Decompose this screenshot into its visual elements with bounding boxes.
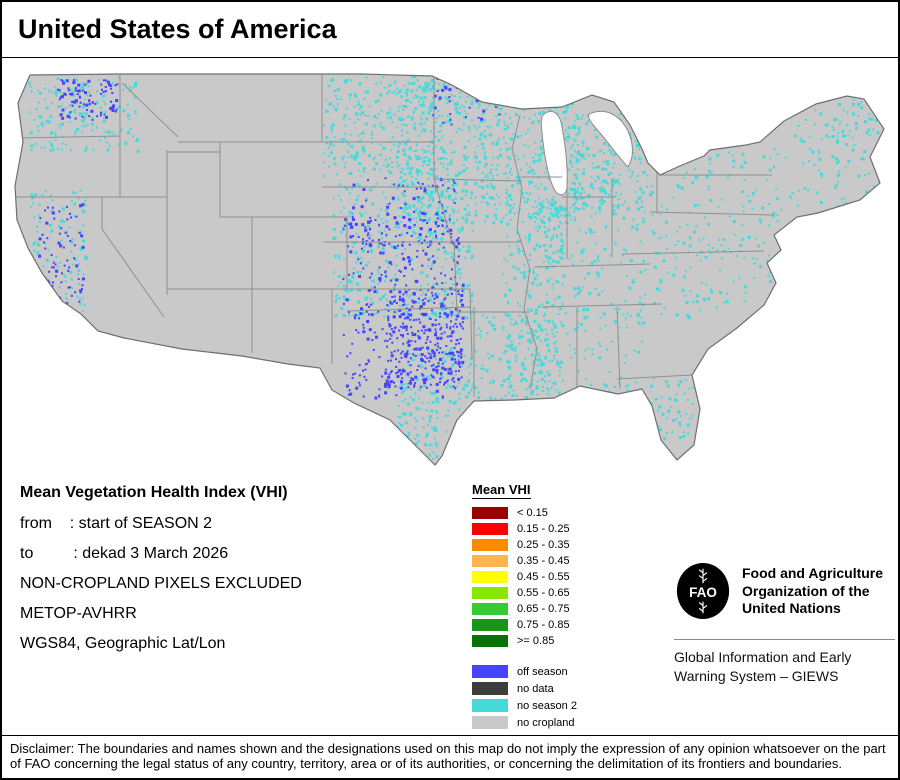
info-line: METOP-AVHRR <box>20 605 137 622</box>
legend-label: 0.35 - 0.45 <box>517 555 570 567</box>
legend-swatch <box>472 699 508 712</box>
legend-label: >= 0.85 <box>517 635 555 647</box>
legend-row: 0.25 - 0.35 <box>472 539 672 551</box>
legend-row: 0.45 - 0.55 <box>472 571 672 583</box>
fao-block: FAO Food and Agriculture Organization of… <box>674 562 896 620</box>
vhi-legend: Mean VHI < 0.15 0.15 - 0.25 0.25 - 0.35 0.3… <box>472 481 672 733</box>
legend-label: 0.75 - 0.85 <box>517 619 570 631</box>
giews-label: Global Information and Early Warning Sys… <box>674 649 852 684</box>
legend-row: < 0.15 <box>472 507 672 519</box>
fao-divider <box>674 639 895 640</box>
legend-special-classes: off season no data no season 2 no cropland <box>472 665 672 729</box>
info-line: WGS84, Geographic Lat/Lon <box>20 635 226 652</box>
legend-row: no cropland <box>472 716 672 729</box>
info-title: Mean Vegetation Health Index (VHI) <box>20 484 288 501</box>
legend-label: 0.15 - 0.25 <box>517 523 570 535</box>
legend-swatch <box>472 635 508 647</box>
map-info-block: Mean Vegetation Health Index (VHI) from … <box>20 484 460 653</box>
legend-label: 0.25 - 0.35 <box>517 539 570 551</box>
usa-outline <box>14 73 885 466</box>
legend-label: no cropland <box>517 716 575 729</box>
info-lines: from : start of SEASON 2 to : dekad 3 Mar… <box>20 515 460 653</box>
page-title: United States of America <box>18 14 337 44</box>
usa-landmass <box>15 74 884 465</box>
legend-swatch <box>472 587 508 599</box>
info-line: from : start of SEASON 2 <box>20 515 213 532</box>
legend-row: >= 0.85 <box>472 635 672 647</box>
legend-row: 0.55 - 0.65 <box>472 587 672 599</box>
legend-row: no data <box>472 682 672 695</box>
usa-vhi-map <box>14 73 885 466</box>
legend-label: off season <box>517 665 568 678</box>
legend-row: 0.75 - 0.85 <box>472 619 672 631</box>
legend-row: no season 2 <box>472 699 672 712</box>
legend-label: no season 2 <box>517 699 577 712</box>
great-lakes <box>540 110 633 196</box>
info-line: NON-CROPLAND PIXELS EXCLUDED <box>20 575 302 592</box>
legend-swatch <box>472 507 508 519</box>
legend-swatch <box>472 619 508 631</box>
legend-label: no data <box>517 682 554 695</box>
legend-swatch <box>472 603 508 615</box>
fao-logo-icon: FAO <box>676 562 730 620</box>
svg-text:FAO: FAO <box>689 585 717 600</box>
fao-org-name: Food and Agriculture Organization of the… <box>742 565 884 616</box>
legend-label: < 0.15 <box>517 507 548 519</box>
legend-swatch <box>472 523 508 535</box>
state-borders <box>15 74 775 397</box>
info-line: to : dekad 3 March 2026 <box>20 545 229 562</box>
legend-row: 0.35 - 0.45 <box>472 555 672 567</box>
legend-row: 0.65 - 0.75 <box>472 603 672 615</box>
legend-label: 0.65 - 0.75 <box>517 603 570 615</box>
legend-swatch <box>472 682 508 695</box>
legend-swatch <box>472 571 508 583</box>
legend-row: 0.15 - 0.25 <box>472 523 672 535</box>
header: United States of America <box>2 2 898 58</box>
legend-swatch <box>472 539 508 551</box>
legend-swatch <box>472 716 508 729</box>
legend-row: off season <box>472 665 672 678</box>
disclaimer-text: Disclaimer: The boundaries and names sho… <box>2 735 898 778</box>
legend-title: Mean VHI <box>472 482 531 499</box>
legend-classes: < 0.15 0.15 - 0.25 0.25 - 0.35 0.35 - 0.45 0… <box>472 507 672 647</box>
legend-swatch <box>472 555 508 567</box>
legend-label: 0.45 - 0.55 <box>517 571 570 583</box>
legend-swatch <box>472 665 508 678</box>
legend-label: 0.55 - 0.65 <box>517 587 570 599</box>
